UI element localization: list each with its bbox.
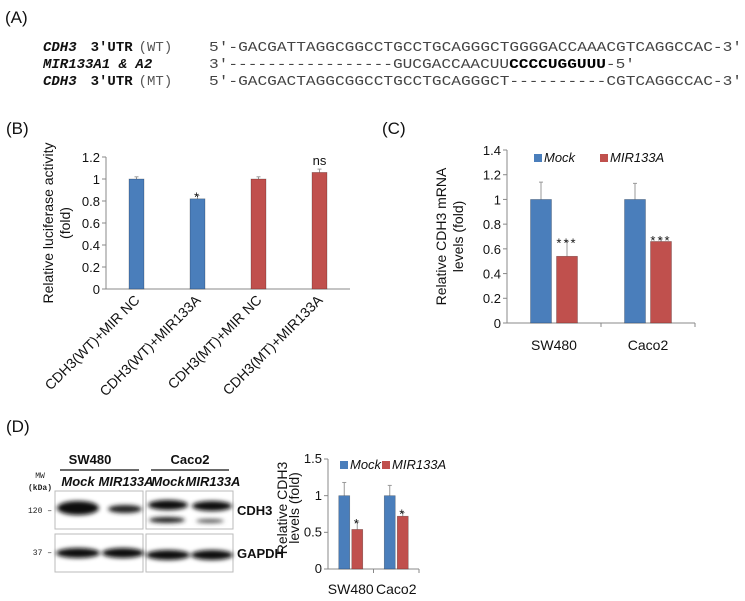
bar-mir133a-sw480	[351, 529, 364, 570]
blot-cellline-caco2: Caco2	[170, 452, 209, 467]
blot-cellline-sw480: SW480	[69, 452, 112, 467]
y-tick-label: 0.5	[304, 525, 322, 540]
bar-3	[250, 178, 267, 290]
significance-label: ns	[313, 153, 327, 168]
band-gapdh-sw480-mock	[56, 548, 100, 558]
y-tick-label: 1.5	[304, 451, 322, 466]
y-axis-label: Relative CDH3 mRNAlevels (fold)	[433, 167, 466, 305]
y-axis-label-line: Relative luciferase activity	[40, 142, 56, 303]
significance-label: *	[194, 190, 201, 205]
y-tick-label: 0.8	[483, 217, 501, 232]
y-tick-label: 1	[93, 172, 100, 187]
western-blot: SW480 Caco2 Mock MIR133A Mock MIR133A MW…	[28, 452, 284, 573]
blot-lane-label: MIR133A	[186, 474, 241, 489]
blot-lane-label: MIR133A	[99, 474, 154, 489]
significance-label: *	[354, 516, 361, 531]
legend-label-mir133a: MIR133A	[610, 150, 664, 165]
wt-sequence: 5′-GACGATTAGGCGGCCTGCCTGCAGGGCTGGGGACCAA…	[209, 40, 742, 56]
chart-cdh3-mrna: 0 0.2 0.4 0.6 0.8 1 1.2 1.4 Relative CDH3 mRNAle…	[433, 143, 696, 353]
x-tick-label: Caco2	[376, 581, 417, 597]
bar-mir133a-caco2	[396, 515, 409, 570]
wt-label: CDH3 3′UTR (WT)	[43, 40, 172, 56]
band-cdh3-caco2-mir133a	[192, 501, 232, 511]
band-gapdh-caco2-mock	[146, 550, 190, 560]
mir-sequence: 3′-----------------GUCGACCAACUU CCCCUGGUU…	[209, 57, 635, 73]
y-axis-label-line: levels (fold)	[286, 472, 302, 544]
y-tick-label: 0.4	[82, 238, 100, 253]
band-gapdh-caco2-mir133a	[191, 550, 233, 560]
seed-sequence: CCCCUGGUUU	[509, 57, 606, 73]
y-tick-label: 0.2	[82, 260, 100, 275]
bar-1	[128, 178, 145, 290]
protein-label-gapdh: GAPDH	[237, 546, 284, 561]
band-cdh3-sw480-mir133a	[108, 505, 142, 513]
x-tick-label: SW480	[531, 337, 577, 353]
y-tick-label: 0.6	[82, 216, 100, 231]
y-tick-label: 0.4	[483, 267, 501, 282]
y-axis-label-line: levels (fold)	[450, 201, 466, 273]
panel-label-c: (C)	[382, 119, 406, 138]
y-tick-label: 0	[315, 561, 322, 576]
x-tick-label: SW480	[328, 581, 374, 597]
y-tick-label: 0.2	[483, 291, 501, 306]
band-cdh3-caco2-mock	[148, 500, 188, 510]
bar-mock-sw480	[530, 199, 552, 324]
chart-luciferase: 0 0.2 0.4 0.6 0.8 1 1.2 Relative luciferase act…	[40, 142, 350, 399]
mir-label: MIR133A1 & A2	[42, 57, 153, 73]
y-tick-label: 0	[494, 316, 501, 331]
legend-label-mock: Mock	[350, 457, 383, 472]
y-axis-label: Relative CDH3levels (fold)	[274, 461, 302, 554]
mw-label: MW	[35, 472, 45, 481]
x-tick-label: CDH3(MT)+MIR133A	[219, 291, 326, 398]
bar-2	[189, 198, 206, 290]
legend-swatch-mock	[534, 154, 542, 162]
marker-37: 37 –	[33, 549, 52, 558]
y-tick-label: 1.4	[483, 143, 501, 158]
panel-label-a: (A)	[5, 8, 28, 27]
x-tick-label: Caco2	[628, 337, 669, 353]
bar-mock-caco2	[383, 495, 396, 570]
legend-swatch-mir133a	[600, 154, 608, 162]
marker-120: 120 –	[28, 507, 52, 516]
band-gapdh-sw480-mir133a	[102, 548, 144, 558]
y-axis-label-line: (fold)	[57, 207, 73, 239]
band-cdh3-lower-caco2-mock	[149, 517, 185, 523]
bar-4	[311, 172, 328, 290]
x-tick-label: CDH3(WT)+MIR133A	[96, 291, 204, 399]
band-cdh3-lower-caco2-mir133a	[196, 519, 224, 523]
mw-unit: (kDa)	[28, 484, 52, 493]
protein-label-cdh3: CDH3	[237, 503, 272, 518]
significance-label: ***	[556, 235, 577, 250]
y-tick-label: 1	[315, 488, 322, 503]
legend-swatch-mir133a	[382, 461, 390, 469]
y-tick-label: 0	[93, 282, 100, 297]
y-tick-label: 1.2	[82, 150, 100, 165]
band-cdh3-sw480-mock	[57, 501, 99, 515]
bar-mir133a-sw480	[556, 255, 578, 324]
sequence-alignment: CDH3 3′UTR (WT) 5′-GACGATTAGGCGGCCTGCCTGCA…	[42, 40, 742, 90]
significance-label: *	[399, 507, 406, 522]
mt-sequence: 5′-GACGACTAGGCGGCCTGCCTGCAGGGCT---------…	[209, 74, 742, 90]
blot-lane-label: Mock	[61, 474, 95, 489]
mt-label: CDH3 3′UTR (MT)	[43, 74, 172, 90]
y-tick-label: 0.6	[483, 242, 501, 257]
blot-lane-label: Mock	[151, 474, 185, 489]
legend-swatch-mock	[340, 461, 348, 469]
y-axis-label: Relative luciferase activity(fold)	[40, 142, 73, 303]
bar-mock-caco2	[624, 199, 646, 324]
y-axis-label-line: Relative CDH3 mRNA	[433, 167, 449, 305]
y-tick-label: 1.2	[483, 168, 501, 183]
legend-label-mock: Mock	[544, 150, 577, 165]
y-axis-label-line: Relative CDH3	[274, 461, 290, 554]
panel-label-b: (B)	[6, 119, 29, 138]
bar-mir133a-caco2	[650, 241, 672, 324]
legend-label-mir133a: MIR133A	[392, 457, 446, 472]
y-tick-label: 1	[494, 192, 501, 207]
bar-mock-sw480	[338, 495, 351, 570]
y-tick-label: 0.8	[82, 194, 100, 209]
panel-label-d: (D)	[6, 417, 30, 436]
significance-label: ***	[650, 233, 671, 248]
